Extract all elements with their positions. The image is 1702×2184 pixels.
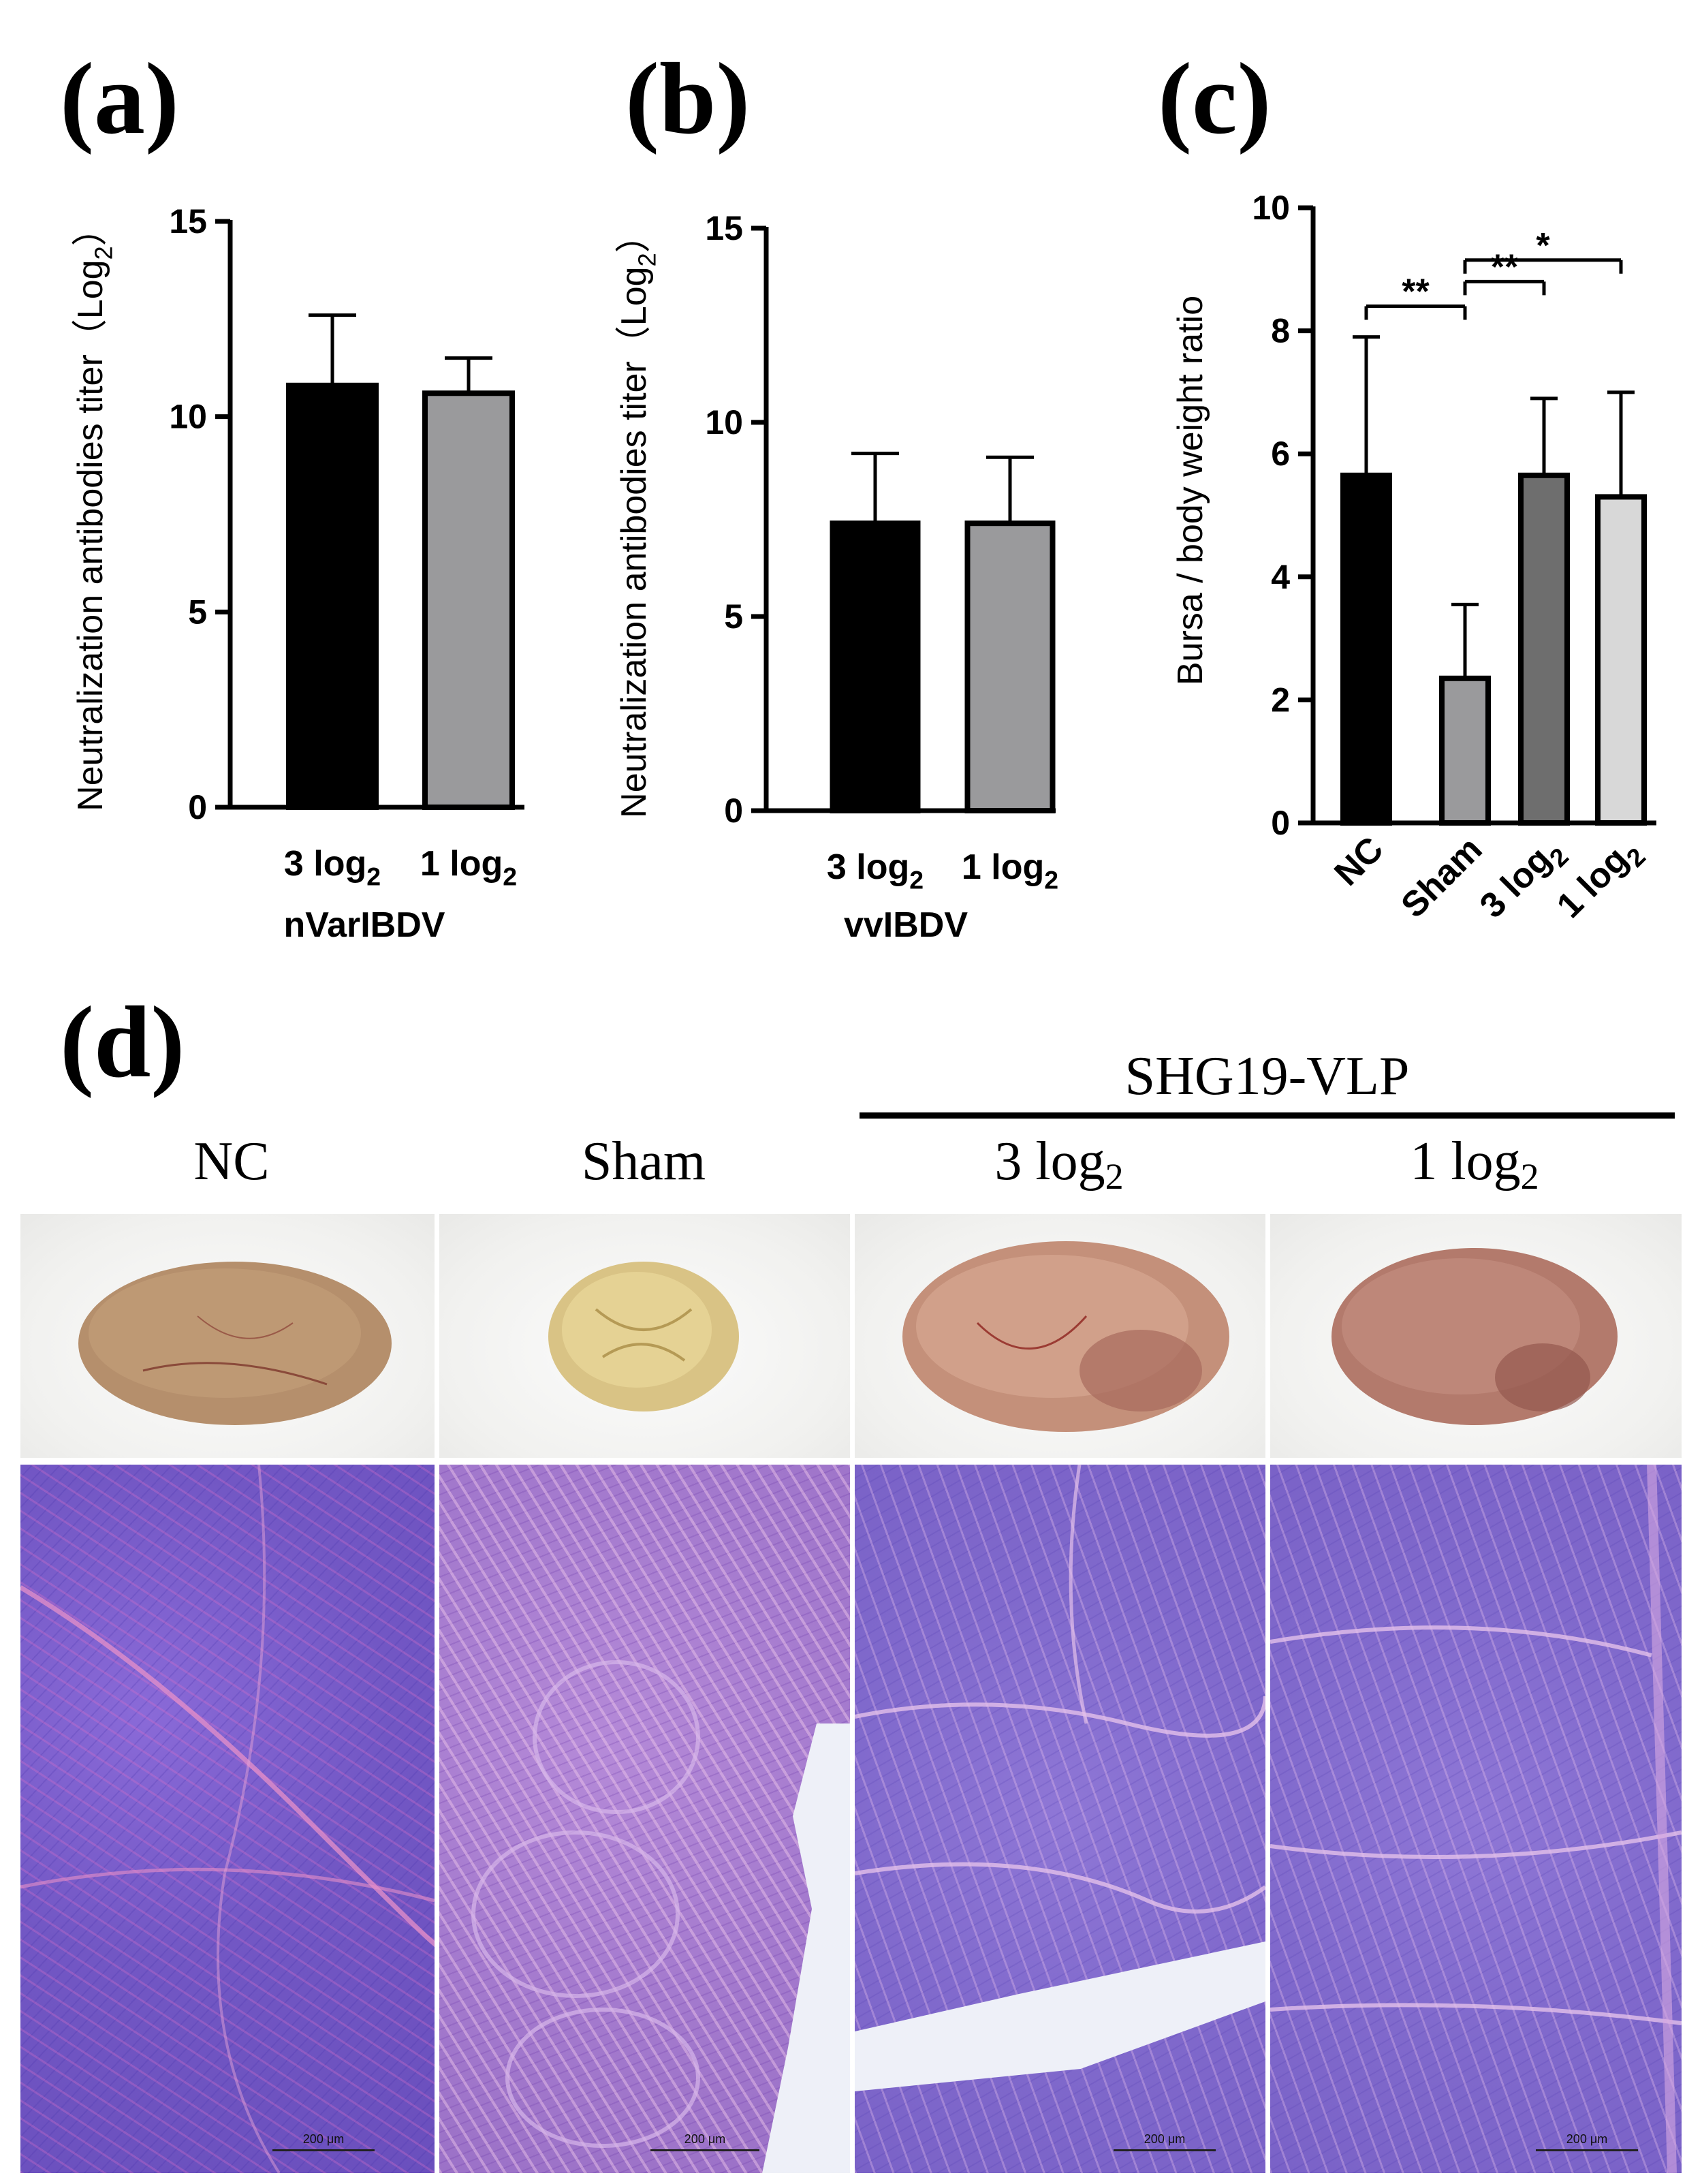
panel-label-a: (a) (60, 42, 179, 155)
scale-bar (272, 2149, 375, 2151)
x-tick-label: 1 log2 (962, 847, 1058, 894)
bar (1340, 472, 1392, 826)
histology-section-sham: 200 μm (439, 1465, 850, 2173)
y-tick-label: 5 (188, 593, 207, 631)
histology-section-1log2: 200 μm (1270, 1465, 1682, 2173)
column-label-text: 1 log (1410, 1132, 1521, 1191)
y-tick-label: 10 (705, 403, 743, 441)
y-tick-label: 6 (1271, 435, 1290, 473)
scale-bar-label: 200 μm (1566, 2132, 1608, 2146)
histology-follicles-nc (20, 1465, 435, 2173)
scale-bar-label: 200 μm (684, 2132, 726, 2146)
significance-label: ** (1491, 247, 1519, 287)
y-tick-label: 2 (1271, 681, 1290, 719)
chart-a-neutralization-nvaribdv: 0 5 10 15 3 log2 1 log2 nVarIBDV Neutralization… (71, 202, 524, 945)
x-tick-label: NC (1327, 829, 1391, 893)
bar (1439, 675, 1491, 826)
x-tick-label: 1 log2 (1549, 829, 1651, 931)
x-axis-label: vvIBDV (844, 905, 968, 945)
panel-label-b: (b) (625, 42, 751, 155)
histology-follicles-sham (471, 1660, 700, 2148)
x-tick-label: Sham (1393, 829, 1490, 925)
column-label-text: Sham (581, 1132, 706, 1191)
gross-photo-sham (439, 1214, 850, 1458)
column-label-text: NC (193, 1132, 270, 1191)
scale-bar (650, 2149, 759, 2151)
y-tick-label: 0 (724, 792, 743, 830)
x-tick-label: 3 log2 (827, 847, 924, 894)
column-label-sham: Sham (436, 1134, 851, 1195)
y-tick-label: 4 (1271, 558, 1290, 596)
significance-label: ** (1402, 272, 1430, 311)
y-axis-label: Neutralization antibodies titer（Log2） (614, 217, 661, 818)
column-label-sub: 2 (1520, 1156, 1539, 1197)
x-axis-label: nVarIBDV (284, 905, 445, 945)
group-header-shg19-vlp: SHG19-VLP (1124, 1046, 1410, 1106)
bar (422, 390, 515, 810)
y-tick-label: 15 (169, 202, 207, 240)
bar (286, 382, 379, 810)
histology-section-nc: 200 μm (20, 1465, 435, 2173)
bursa-specimen-3log2 (902, 1241, 1229, 1432)
y-axis-label: Neutralization antibodies titer（Log2） (71, 210, 118, 811)
group-header-line (860, 1112, 1675, 1119)
column-label-3log2: 3 log2 (851, 1134, 1267, 1195)
column-label-1log2: 1 log2 (1267, 1134, 1682, 1195)
column-label-text: 3 log (994, 1132, 1105, 1191)
bursa-specimen-1log2 (1331, 1248, 1618, 1425)
bursa-specimen-nc (78, 1262, 392, 1425)
bar (830, 520, 921, 813)
column-label-sub: 2 (1105, 1156, 1124, 1197)
y-tick-label: 5 (724, 597, 743, 636)
x-tick-label: 3 log2 (284, 844, 381, 891)
y-tick-label: 10 (169, 398, 207, 436)
gross-photo-1log2 (1270, 1214, 1682, 1458)
scale-bar-label: 200 μm (1144, 2132, 1186, 2146)
x-tick-label: 1 log2 (420, 844, 517, 891)
histology-follicles-3log2 (855, 1465, 1265, 1914)
y-tick-label: 15 (705, 209, 743, 247)
bar (1518, 472, 1570, 826)
y-tick-label: 0 (188, 788, 207, 826)
y-axis-label: Bursa / body weight ratio (1171, 296, 1210, 685)
x-tick-label: 3 log2 (1472, 829, 1574, 931)
y-tick-label: 0 (1271, 804, 1290, 842)
bar (1595, 494, 1647, 826)
significance-label: * (1536, 226, 1550, 266)
scale-bar-label: 200 μm (302, 2132, 345, 2146)
scale-bar (1536, 2149, 1638, 2151)
bar (964, 520, 1056, 813)
histology-section-3log2: 200 μm (855, 1465, 1265, 2173)
panel-label-c: (c) (1158, 42, 1272, 155)
bursa-specimen-sham (548, 1262, 739, 1411)
y-tick-label: 8 (1271, 312, 1290, 350)
column-label-nc: NC (20, 1134, 443, 1195)
panel-label-d: (d) (60, 986, 185, 1099)
scale-bar (1114, 2149, 1216, 2151)
y-tick-label: 10 (1252, 189, 1290, 227)
gross-photo-nc (20, 1214, 435, 1458)
histology-follicles-1log2 (1270, 1465, 1682, 2173)
gross-photo-3log2 (855, 1214, 1265, 1458)
chart-b-neutralization-vvibdv: 0 5 10 15 3 log2 1 log2 vvIBDV Neutralization a… (614, 209, 1058, 945)
